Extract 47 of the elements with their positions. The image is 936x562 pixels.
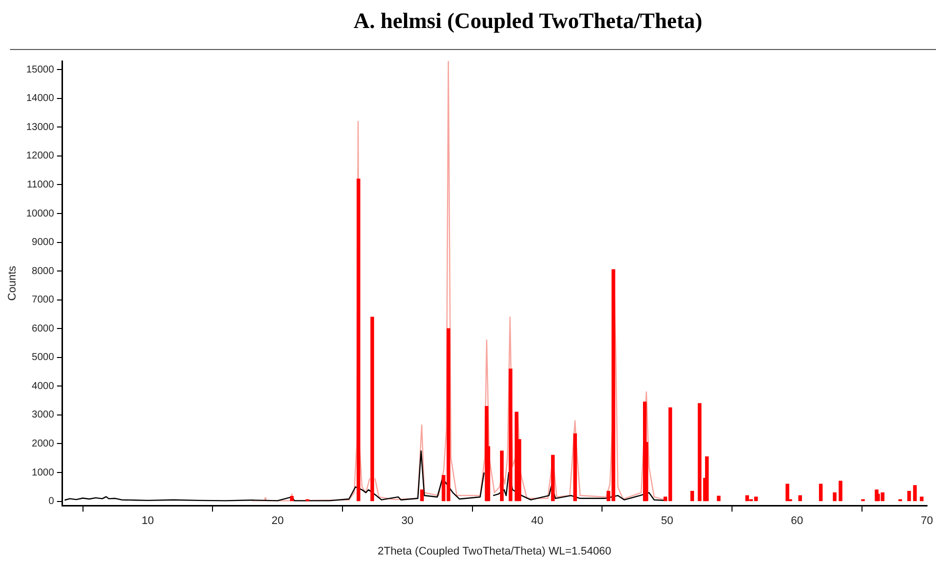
- bar: [920, 496, 924, 502]
- bar: [716, 496, 721, 502]
- y-tick-label: 8000: [32, 266, 54, 277]
- y-tick-label: 0: [48, 496, 54, 508]
- bar: [907, 490, 911, 502]
- y-tick-label: 2000: [32, 438, 54, 450]
- y-tick-label: 12000: [26, 150, 54, 162]
- bar: [356, 178, 360, 502]
- x-tick-label: 30: [401, 515, 414, 528]
- y-tick-label: 11000: [26, 179, 54, 190]
- y-tick-label: 4000: [32, 380, 54, 392]
- x-tick-label: 70: [920, 515, 934, 528]
- x-tick-label: 50: [661, 515, 674, 528]
- y-axis-title: Counts: [6, 265, 19, 301]
- bar: [745, 495, 749, 502]
- y-tick-label: 5000: [32, 352, 54, 364]
- y-tick-label: 1000: [32, 467, 54, 478]
- bar: [705, 456, 709, 502]
- bar: [913, 485, 917, 502]
- bar: [786, 484, 790, 502]
- bar: [573, 433, 577, 502]
- bar: [551, 454, 555, 502]
- bar: [370, 316, 374, 502]
- chart-title: A. helmsi (Coupled TwoTheta/Theta): [352, 8, 704, 34]
- y-tick-label: 9000: [32, 237, 54, 248]
- bar: [690, 490, 694, 502]
- y-tick-label: 7000: [32, 294, 54, 306]
- bar: [798, 495, 802, 502]
- y-tick-label: 13000: [26, 122, 54, 133]
- bar: [508, 368, 512, 502]
- bar: [420, 489, 424, 502]
- bar: [832, 492, 837, 502]
- bar: [698, 403, 702, 502]
- y-tick-label: 15000: [26, 64, 54, 76]
- bar: [838, 480, 842, 502]
- y-tick-label: 6000: [32, 323, 54, 334]
- bar: [818, 484, 823, 502]
- y-tick-label: 3000: [32, 410, 54, 421]
- bar: [500, 450, 504, 502]
- x-tick-label: 20: [271, 515, 284, 528]
- x-axis-title: 2Theta (Coupled TwoTheta/Theta) WL=1.54060: [378, 545, 612, 558]
- x-tick-label: 40: [531, 515, 544, 528]
- y-tick-label: 14000: [26, 93, 54, 104]
- bar: [290, 496, 294, 502]
- y-tick-label: 10000: [26, 208, 54, 220]
- x-tick-label: 60: [790, 515, 804, 528]
- x-tick-label: 10: [142, 515, 154, 528]
